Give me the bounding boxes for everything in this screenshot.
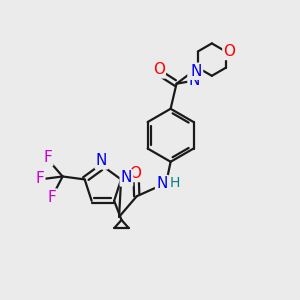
Text: N: N <box>121 170 132 185</box>
Text: N: N <box>188 73 200 88</box>
Text: F: F <box>36 171 44 186</box>
Text: N: N <box>156 176 167 191</box>
Text: H: H <box>169 176 180 190</box>
Text: O: O <box>153 62 165 77</box>
Text: N: N <box>96 153 107 168</box>
Text: F: F <box>44 150 52 165</box>
Text: F: F <box>48 190 57 205</box>
Text: O: O <box>129 166 141 181</box>
Text: O: O <box>224 44 236 59</box>
Text: N: N <box>190 64 202 79</box>
